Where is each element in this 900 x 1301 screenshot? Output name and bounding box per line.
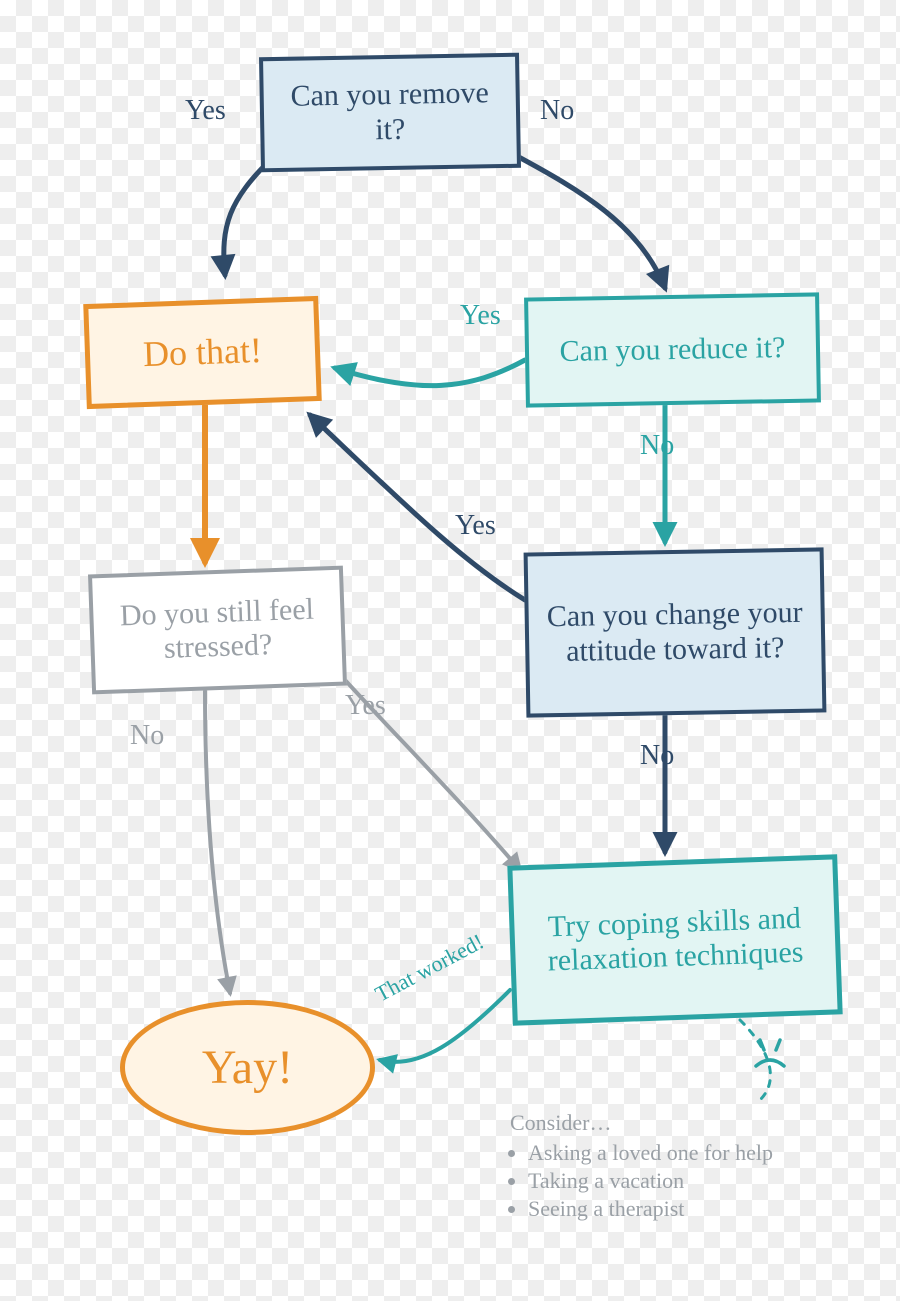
flowchart-stage: Can you remove it? Do that! Can you reduce…	[0, 0, 900, 1301]
node-coping: Try coping skills and relaxation techniq…	[507, 854, 842, 1025]
edge-stressed-no-label: No	[130, 720, 164, 752]
edge-coping-sad	[740, 1020, 770, 1100]
edge-stressed-yes-label: Yes	[345, 690, 386, 722]
consider-item: Taking a vacation	[528, 1168, 773, 1194]
consider-item: Asking a loved one for help	[528, 1140, 773, 1166]
consider-item: Seeing a therapist	[528, 1196, 773, 1222]
node-dothat: Do that!	[83, 296, 322, 409]
edge-stressed-no	[205, 690, 230, 993]
node-reduce: Can you reduce it?	[524, 292, 821, 407]
node-coping-label: Try coping skills and relaxation techniq…	[528, 900, 822, 979]
consider-block: Consider… Asking a loved one for helpTaki…	[510, 1110, 773, 1224]
node-stressed-label: Do you still feel stressed?	[107, 592, 328, 669]
node-yay-label: Yay!	[202, 1040, 293, 1095]
node-remove-label: Can you remove it?	[277, 76, 502, 149]
node-dothat-label: Do that!	[142, 330, 262, 376]
edge-reduce-yes	[335, 360, 525, 386]
consider-list: Asking a loved one for helpTaking a vaca…	[510, 1140, 773, 1222]
node-remove: Can you remove it?	[259, 53, 521, 173]
edge-coping-worked-label: That worked!	[371, 929, 488, 1008]
edge-reduce-no-label: No	[640, 430, 674, 462]
node-reduce-label: Can you reduce it?	[559, 331, 785, 369]
sad-face-icon	[756, 1040, 784, 1066]
node-stressed: Do you still feel stressed?	[88, 566, 347, 695]
edge-remove-no	[515, 155, 665, 288]
node-yay: Yay!	[120, 1000, 375, 1135]
node-attitude: Can you change your attitude toward it?	[524, 547, 827, 717]
edge-reduce-yes-label: Yes	[460, 300, 501, 332]
edge-attitude-yes-label: Yes	[455, 510, 496, 542]
edge-remove-yes	[224, 160, 270, 275]
edge-attitude-no-label: No	[640, 740, 674, 772]
edge-remove-no-label: No	[540, 95, 574, 127]
consider-heading: Consider…	[510, 1110, 773, 1136]
node-attitude-label: Can you change your attitude toward it?	[542, 596, 807, 670]
edge-remove-yes-label: Yes	[185, 95, 226, 127]
edge-coping-worked	[380, 990, 510, 1062]
